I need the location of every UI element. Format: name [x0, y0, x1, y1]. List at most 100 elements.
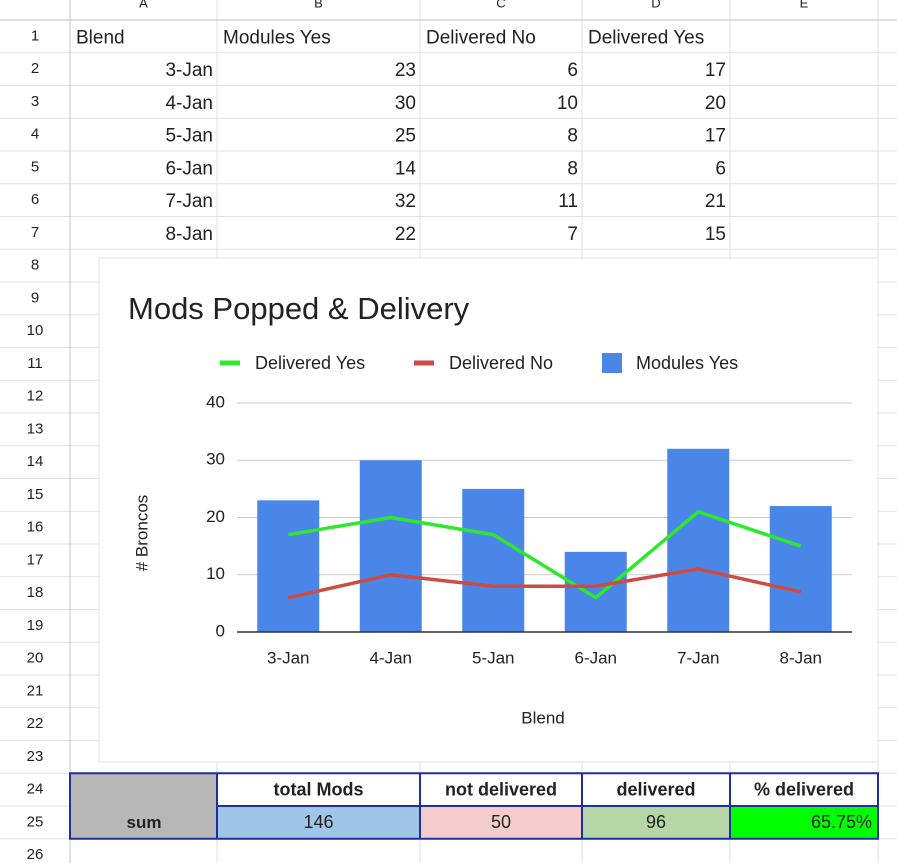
cell-value[interactable]: 7 [567, 224, 578, 245]
cell-value[interactable]: 7-Jan [165, 191, 213, 212]
bar [667, 448, 730, 632]
summary-value[interactable]: 65.75% [811, 812, 872, 832]
row-header[interactable]: 19 [27, 617, 44, 634]
x-tick-label: 7-Jan [677, 648, 720, 667]
cell-value[interactable]: 32 [395, 191, 416, 212]
summary-value[interactable]: 50 [491, 812, 511, 832]
row-header[interactable]: 11 [27, 355, 43, 372]
y-tick-label: 40 [206, 392, 225, 411]
cell-value[interactable]: 17 [705, 126, 726, 147]
row-header[interactable]: 13 [27, 420, 44, 437]
y-axis-label: # Broncos [132, 495, 151, 572]
cell-value[interactable]: 22 [395, 224, 416, 245]
x-tick-label: 4-Jan [369, 648, 412, 667]
row-header[interactable]: 10 [27, 322, 44, 339]
row-header[interactable]: 9 [31, 289, 39, 306]
x-tick-label: 6-Jan [574, 648, 617, 667]
cell-value[interactable]: 30 [395, 93, 416, 114]
row-header[interactable]: 12 [27, 388, 44, 405]
row-header[interactable]: 3 [31, 93, 39, 110]
column-header[interactable]: B [314, 0, 323, 10]
x-axis-label: Blend [521, 708, 564, 727]
row-header[interactable]: 7 [31, 224, 39, 241]
y-tick-label: 10 [206, 564, 225, 583]
summary-value[interactable]: 96 [646, 812, 666, 832]
line [287, 510, 802, 600]
row-header[interactable]: 20 [27, 650, 44, 667]
summary-header[interactable]: total Mods [274, 779, 364, 799]
cell-value[interactable]: 10 [557, 93, 578, 114]
summary-header-cell [420, 773, 582, 806]
line [287, 567, 802, 600]
cell-value[interactable]: 17 [705, 60, 726, 81]
summary-header[interactable]: delivered [616, 779, 695, 799]
row-header[interactable]: 25 [27, 813, 44, 830]
cell-value[interactable]: 25 [395, 126, 416, 147]
cell-value[interactable]: 6 [715, 158, 726, 179]
column-title[interactable]: Delivered Yes [588, 27, 704, 48]
summary-value-cell [730, 806, 878, 839]
cell-value[interactable]: 20 [705, 93, 726, 114]
summary-header-cell [582, 773, 730, 806]
cell-value[interactable]: 8-Jan [165, 224, 213, 245]
row-header[interactable]: 18 [27, 584, 44, 601]
x-tick-label: 5-Jan [472, 648, 515, 667]
summary-value-cell [217, 806, 420, 839]
cell-value[interactable]: 21 [705, 191, 726, 212]
column-header[interactable]: C [496, 0, 505, 10]
summary-header[interactable]: not delivered [445, 779, 557, 799]
column-title[interactable]: Modules Yes [223, 27, 331, 48]
border [69, 772, 879, 840]
x-tick-label: 8-Jan [779, 648, 822, 667]
bar [257, 500, 320, 632]
row-header[interactable]: 4 [31, 126, 39, 143]
legend-label: Delivered Yes [255, 353, 365, 373]
row-header[interactable]: 21 [27, 682, 44, 699]
row-header[interactable]: 1 [31, 27, 39, 44]
summary-value[interactable]: 146 [303, 812, 333, 832]
cell-value[interactable]: 11 [558, 191, 578, 212]
cell-value[interactable]: 8 [567, 158, 578, 179]
label-cell [70, 773, 217, 839]
row-header[interactable]: 26 [27, 846, 44, 863]
row-header[interactable]: 2 [31, 60, 39, 77]
cell-value[interactable]: 5-Jan [165, 126, 213, 147]
bar [564, 551, 627, 632]
summary-label[interactable]: sum [127, 813, 162, 832]
y-tick-label: 0 [216, 621, 225, 640]
chart-title: Mods Popped & Delivery [128, 291, 470, 326]
legend-label: Modules Yes [636, 353, 738, 373]
row-header[interactable]: 17 [27, 551, 44, 568]
column-header[interactable]: D [651, 0, 660, 10]
row-header[interactable]: 24 [27, 781, 44, 798]
cell-value[interactable]: 8 [567, 126, 578, 147]
legend-swatch [602, 353, 622, 373]
row-header[interactable]: 23 [27, 748, 44, 765]
cell-value[interactable]: 14 [395, 158, 417, 179]
cell-value[interactable]: 4-Jan [165, 93, 213, 114]
summary-header-cell [217, 773, 420, 806]
row-header[interactable]: 16 [27, 519, 44, 536]
column-header[interactable]: A [139, 0, 148, 10]
cell-value[interactable]: 6-Jan [165, 158, 213, 179]
row-header[interactable]: 14 [27, 453, 44, 470]
cell-value[interactable]: 15 [705, 224, 726, 245]
cell-value[interactable]: 3-Jan [165, 60, 213, 81]
row-header[interactable]: 8 [31, 257, 39, 274]
cell-value[interactable]: 23 [395, 60, 416, 81]
column-header[interactable]: E [800, 0, 809, 10]
summary-header[interactable]: % delivered [754, 779, 854, 799]
summary-value-cell [420, 806, 582, 839]
legend-label: Delivered No [449, 353, 553, 373]
cell-value[interactable]: 6 [567, 60, 578, 81]
row-header[interactable]: 15 [27, 486, 44, 503]
y-tick-label: 30 [206, 450, 225, 469]
row-header[interactable]: 22 [27, 715, 44, 732]
row-header[interactable]: 6 [31, 191, 39, 208]
column-title[interactable]: Delivered No [426, 27, 536, 48]
summary-value-cell [582, 806, 730, 839]
row-header[interactable]: 5 [31, 158, 39, 175]
column-title[interactable]: Blend [76, 27, 125, 48]
bar [359, 460, 422, 632]
